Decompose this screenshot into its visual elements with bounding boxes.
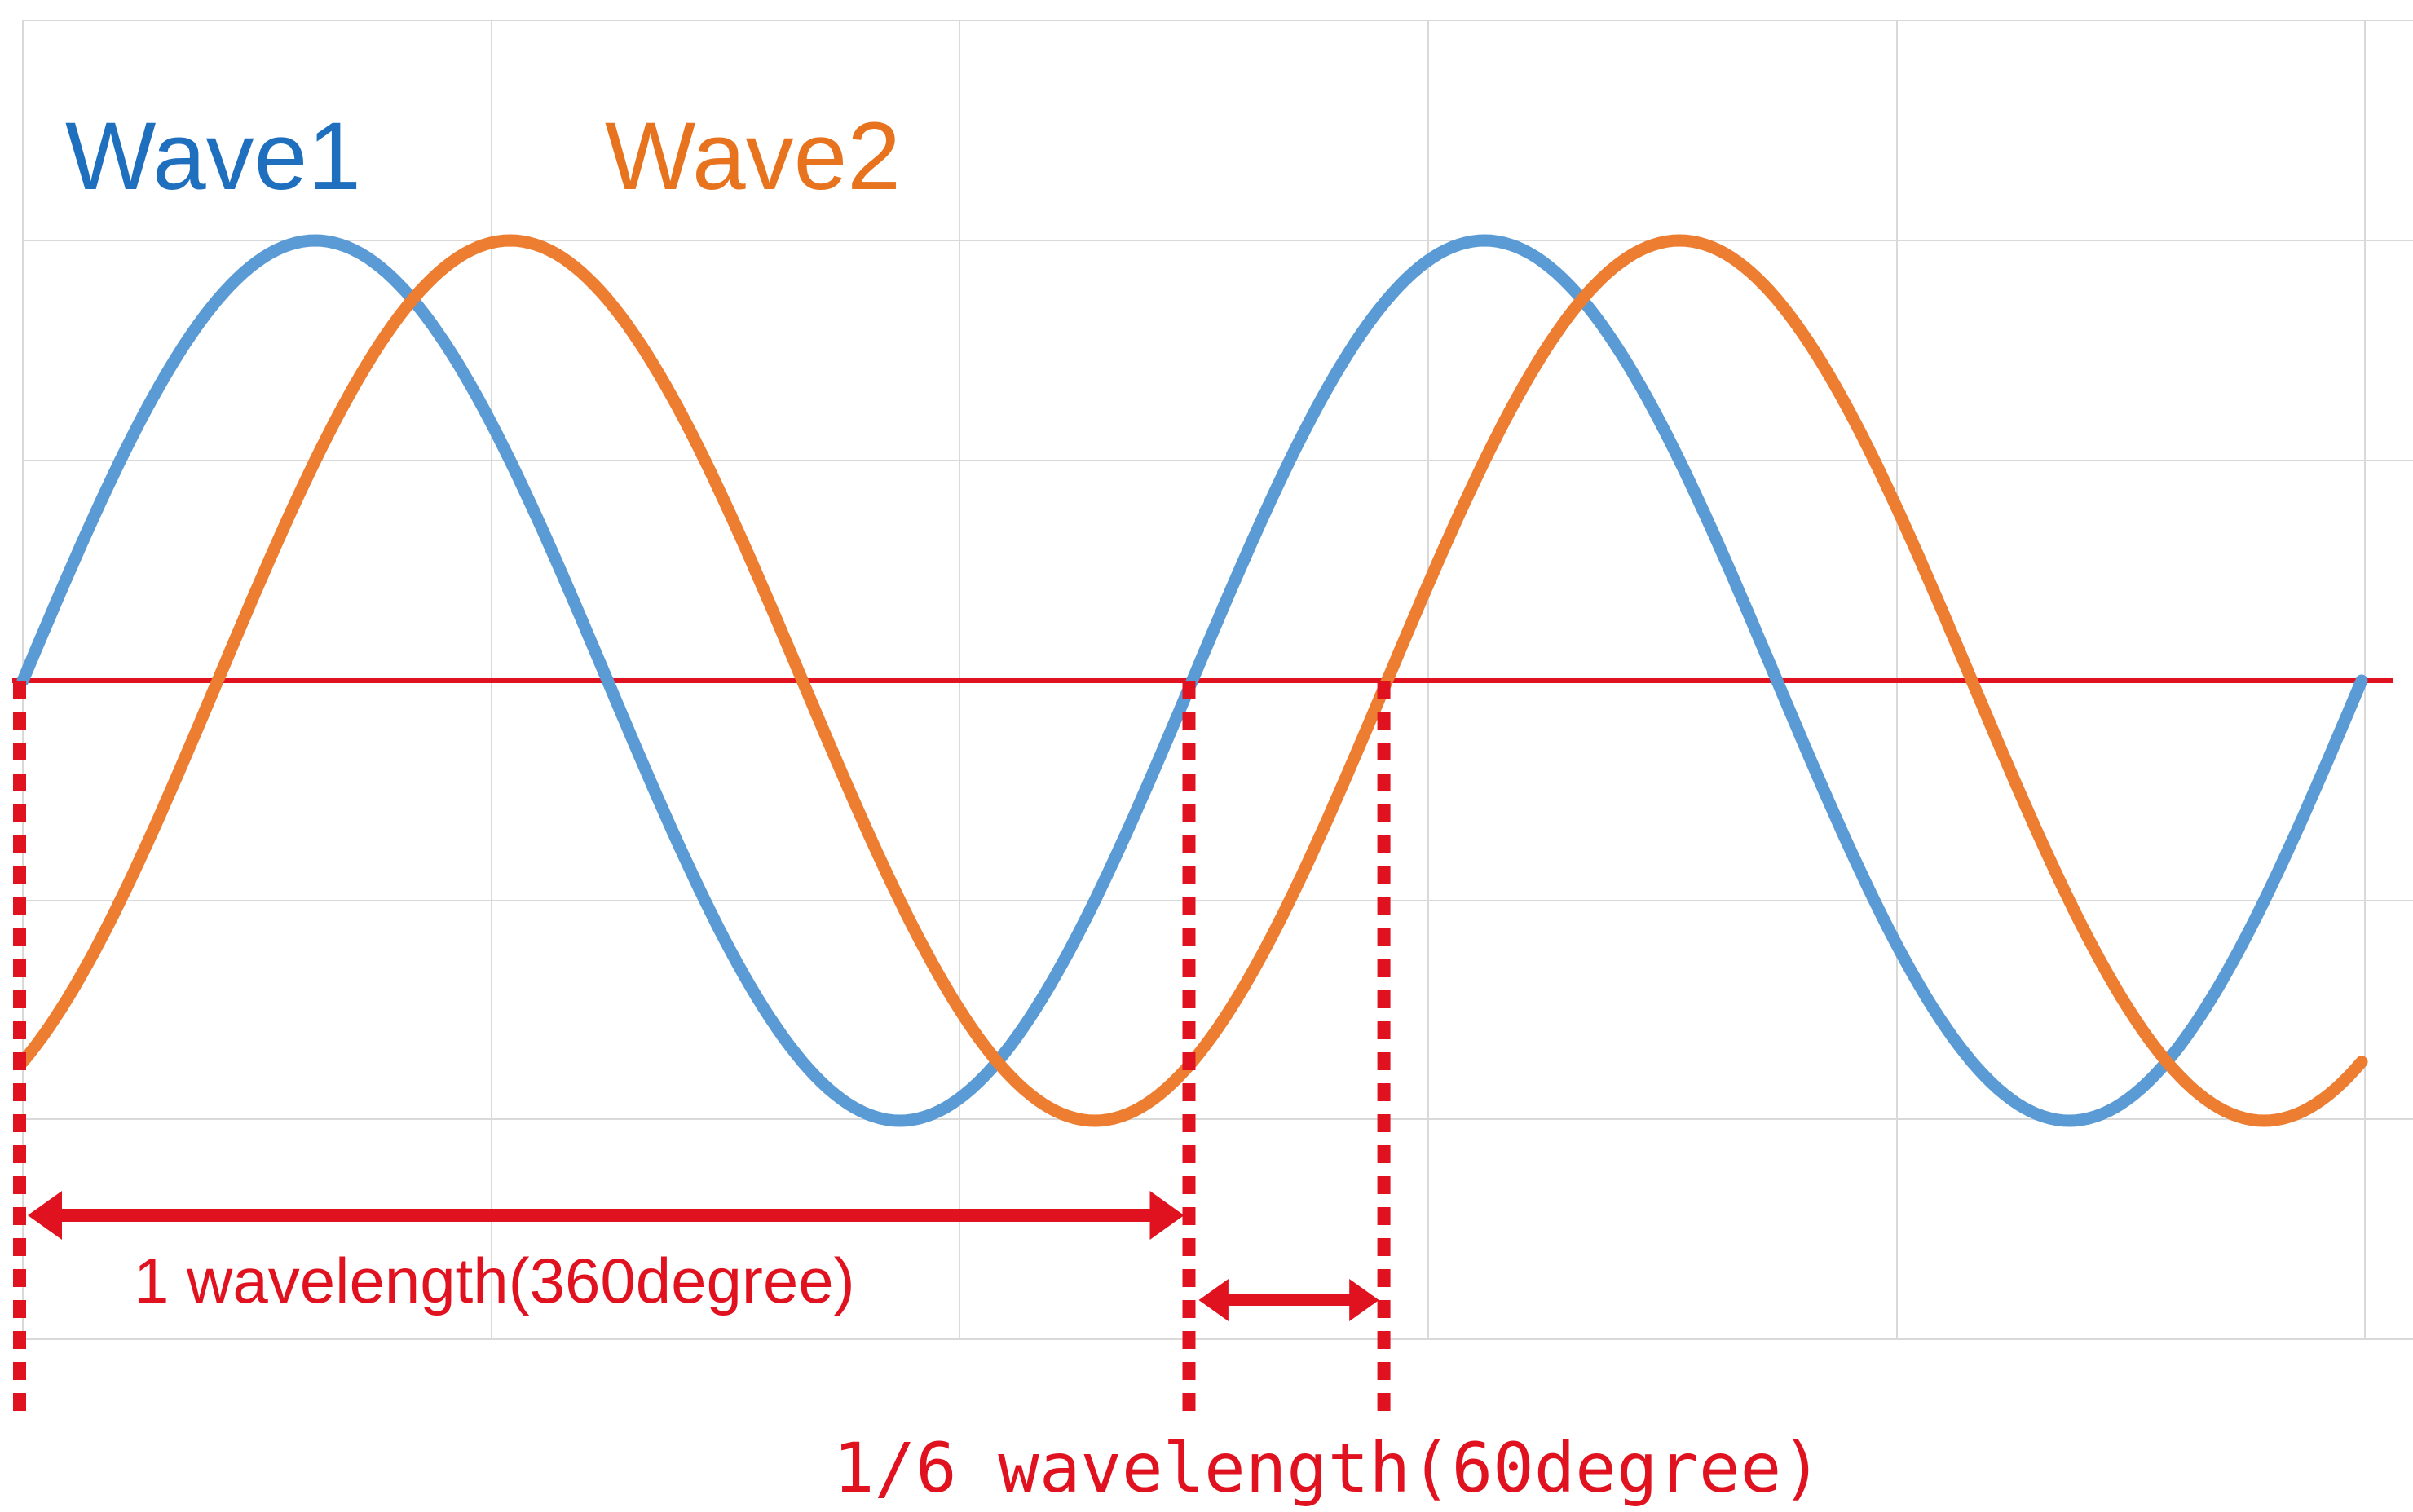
arrow-head-right [1149, 1191, 1184, 1240]
arrow-wavelength [28, 1191, 1184, 1240]
legend-label-wave2: Wave2 [605, 103, 901, 210]
arrow-head-left [1198, 1279, 1229, 1321]
annotation-wavelength-text: 1 wavelength(360degree) [134, 1245, 855, 1316]
legend-label-wave1: Wave1 [65, 103, 361, 210]
arrow-head-left [28, 1191, 62, 1240]
annotation-layer [28, 1191, 1379, 1321]
annotation-phase-shift-text: 1/6 wavelength(60degree) [833, 1428, 1823, 1508]
arrow-head-right [1349, 1279, 1379, 1321]
arrow-phase_shift [1198, 1279, 1379, 1321]
